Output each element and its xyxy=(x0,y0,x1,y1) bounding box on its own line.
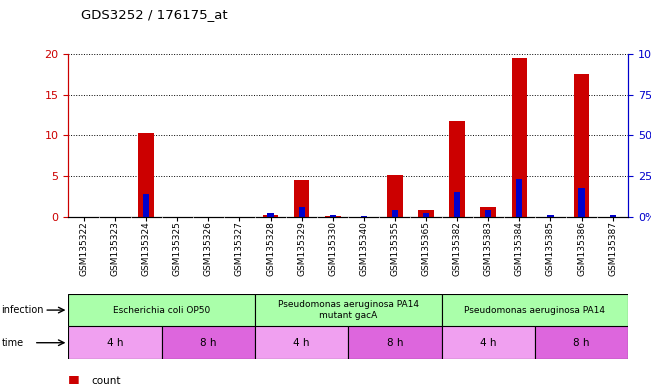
Text: ■: ■ xyxy=(68,373,80,384)
Bar xyxy=(294,180,309,217)
Bar xyxy=(299,207,305,217)
Bar xyxy=(441,326,535,359)
Text: GSM135328: GSM135328 xyxy=(266,221,275,276)
Bar xyxy=(255,326,348,359)
Bar xyxy=(579,188,585,217)
Text: 8 h: 8 h xyxy=(200,338,217,348)
Text: GSM135322: GSM135322 xyxy=(79,221,89,276)
Text: GSM135327: GSM135327 xyxy=(235,221,244,276)
Text: GSM135386: GSM135386 xyxy=(577,221,586,276)
Bar xyxy=(441,294,628,326)
Text: Escherichia coli OP50: Escherichia coli OP50 xyxy=(113,306,210,314)
Text: infection: infection xyxy=(1,305,44,315)
Text: GSM135325: GSM135325 xyxy=(173,221,182,276)
Bar xyxy=(68,326,161,359)
Text: GSM135382: GSM135382 xyxy=(452,221,462,276)
Text: 4 h: 4 h xyxy=(480,338,497,348)
Bar xyxy=(485,210,492,217)
Text: GSM135387: GSM135387 xyxy=(608,221,617,276)
Bar xyxy=(387,175,403,217)
Text: Pseudomonas aeruginosa PA14
mutant gacA: Pseudomonas aeruginosa PA14 mutant gacA xyxy=(278,300,419,320)
Text: GSM135329: GSM135329 xyxy=(297,221,306,276)
Text: GSM135330: GSM135330 xyxy=(328,221,337,276)
Text: GSM135324: GSM135324 xyxy=(142,221,150,276)
Text: Pseudomonas aeruginosa PA14: Pseudomonas aeruginosa PA14 xyxy=(464,306,605,314)
Text: GSM135385: GSM135385 xyxy=(546,221,555,276)
Bar xyxy=(68,294,255,326)
Bar xyxy=(547,215,553,217)
Bar xyxy=(574,74,589,217)
Bar xyxy=(263,215,279,217)
Text: GSM135340: GSM135340 xyxy=(359,221,368,276)
Bar xyxy=(418,210,434,217)
Text: 4 h: 4 h xyxy=(294,338,310,348)
Text: GDS3252 / 176175_at: GDS3252 / 176175_at xyxy=(81,8,228,21)
Text: 4 h: 4 h xyxy=(107,338,123,348)
Text: 8 h: 8 h xyxy=(574,338,590,348)
Text: time: time xyxy=(1,338,23,348)
Bar xyxy=(255,294,441,326)
Text: GSM135383: GSM135383 xyxy=(484,221,493,276)
Bar xyxy=(361,216,367,217)
Bar xyxy=(423,213,429,217)
Text: GSM135365: GSM135365 xyxy=(422,221,430,276)
Bar xyxy=(449,121,465,217)
Text: GSM135355: GSM135355 xyxy=(391,221,400,276)
Bar xyxy=(480,207,496,217)
Bar xyxy=(454,192,460,217)
Bar xyxy=(609,215,616,217)
Bar xyxy=(535,326,628,359)
Text: GSM135384: GSM135384 xyxy=(515,221,524,276)
Bar xyxy=(512,58,527,217)
Text: 8 h: 8 h xyxy=(387,338,403,348)
Bar xyxy=(329,215,336,217)
Text: GSM135323: GSM135323 xyxy=(111,221,120,276)
Bar xyxy=(516,179,523,217)
Bar xyxy=(161,326,255,359)
Bar xyxy=(392,210,398,217)
Bar xyxy=(139,133,154,217)
Bar xyxy=(143,194,149,217)
Text: count: count xyxy=(91,376,120,384)
Bar xyxy=(268,213,273,217)
Bar xyxy=(325,216,340,217)
Text: GSM135326: GSM135326 xyxy=(204,221,213,276)
Bar xyxy=(348,326,441,359)
